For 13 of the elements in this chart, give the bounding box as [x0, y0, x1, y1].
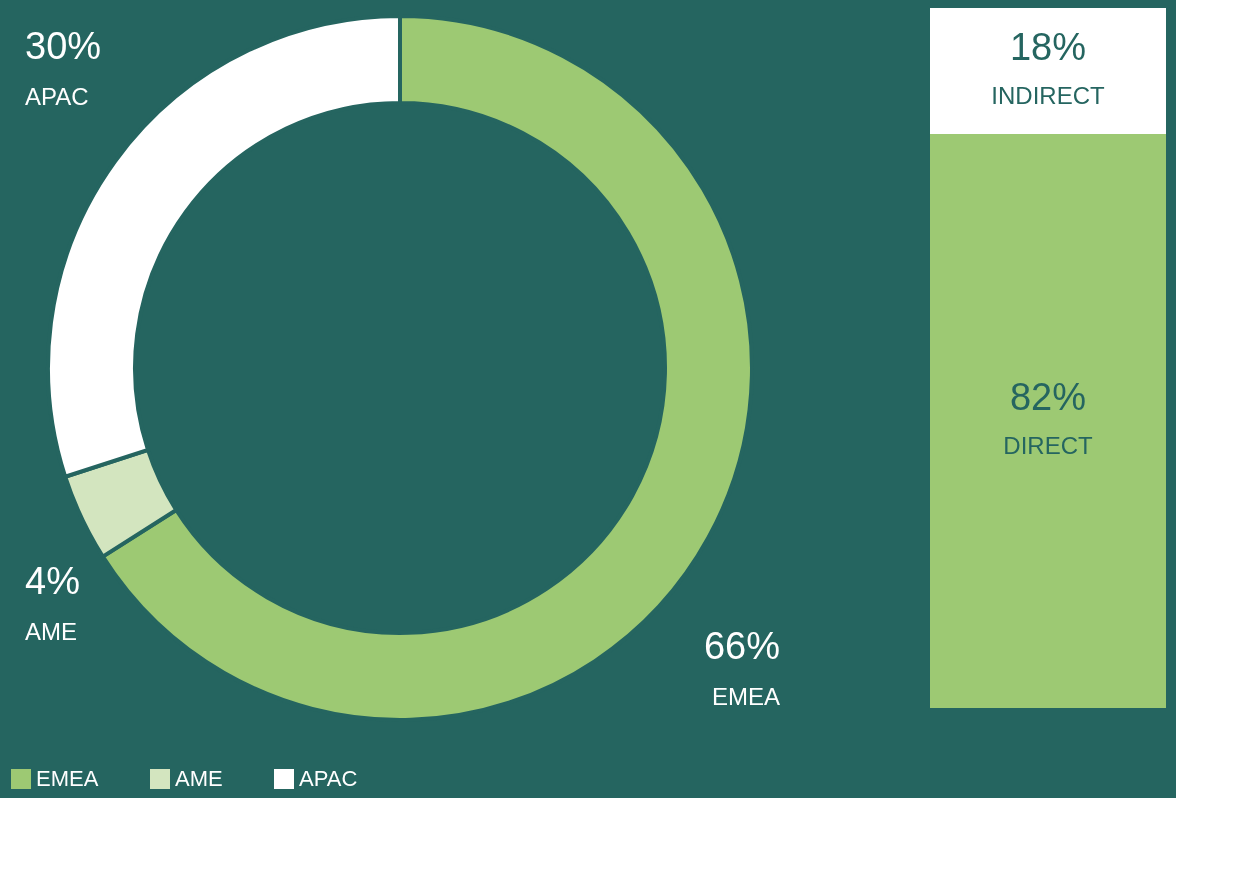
data-label: 66% [703, 625, 780, 667]
data-label: 30% [25, 25, 102, 67]
legend-label: APAC [299, 766, 358, 791]
slice-label: APAC [25, 83, 89, 110]
series-label: INDIRECT [991, 82, 1105, 109]
legend-label: EMEA [36, 766, 99, 791]
data-label: 18% [1009, 26, 1087, 68]
legend-label: AME [175, 766, 223, 791]
slice-label: EMEA [711, 683, 780, 710]
slice-label: AME [25, 618, 78, 645]
data-label: 82% [1009, 376, 1087, 418]
series-label: DIRECT [1003, 432, 1093, 459]
data-label: 4% [25, 560, 80, 602]
